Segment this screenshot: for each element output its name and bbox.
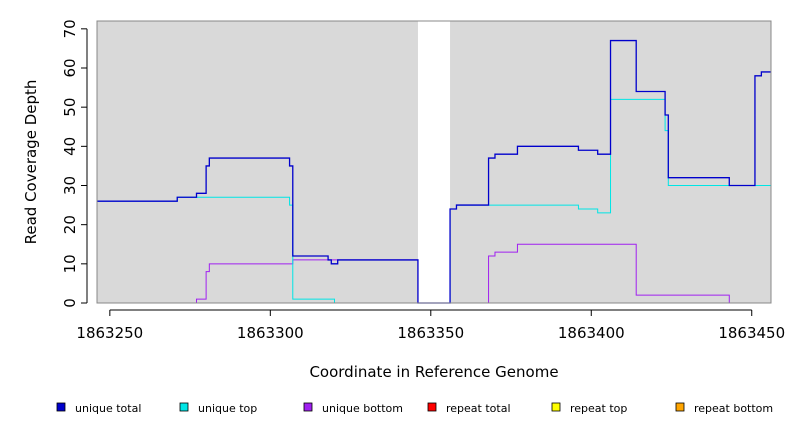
legend-swatch xyxy=(179,402,189,412)
legend-label: unique top xyxy=(198,402,257,415)
legend-label: unique bottom xyxy=(322,402,403,415)
legend-item-unique-top: unique top xyxy=(179,402,257,415)
y-tick-label: 40 xyxy=(61,137,79,156)
plot-frame xyxy=(96,20,772,304)
legend-label: repeat total xyxy=(446,402,511,415)
series-line-unique-total xyxy=(97,39,771,304)
legend-swatch xyxy=(303,402,313,412)
legend-item-unique-bottom: unique bottom xyxy=(303,402,403,415)
gap-regions xyxy=(417,21,451,303)
legend-item-repeat-total: repeat total xyxy=(427,402,511,415)
x-tick-label: 1863350 xyxy=(397,324,464,342)
legend-item-repeat-bottom: repeat bottom xyxy=(675,402,773,415)
legend-label: repeat top xyxy=(570,402,627,415)
gap-region-0 xyxy=(417,21,451,303)
x-tick-label: 1863450 xyxy=(718,324,785,342)
y-axis-title: Read Coverage Depth xyxy=(22,80,40,245)
legend-item-repeat-top: repeat top xyxy=(551,402,627,415)
legend-swatch xyxy=(551,402,561,412)
legend-label: repeat bottom xyxy=(694,402,773,415)
x-tick-label: 1863300 xyxy=(237,324,304,342)
y-tick-label: 30 xyxy=(61,176,79,195)
legend: unique total unique top unique bottom repea… xyxy=(56,402,773,415)
x-axis-title: Coordinate in Reference Genome xyxy=(309,363,558,381)
y-tick-label: 60 xyxy=(61,58,79,77)
y-tick-label: 50 xyxy=(61,98,79,117)
x-tick-label: 1863400 xyxy=(558,324,625,342)
legend-label: unique total xyxy=(75,402,141,415)
y-tick-label: 10 xyxy=(61,254,79,273)
y-tick-label: 0 xyxy=(61,298,79,308)
legend-swatch xyxy=(427,402,437,412)
y-tick-label: 70 xyxy=(61,19,79,38)
legend-swatch xyxy=(675,402,685,412)
legend-swatch xyxy=(56,402,66,412)
axes: 0 10 20 30 40 50 60 70 1863250 1863300 1863350 1863… xyxy=(61,19,785,342)
legend-item-unique-total: unique total xyxy=(56,402,141,415)
x-tick-label: 1863250 xyxy=(76,324,143,342)
y-tick-label: 20 xyxy=(61,215,79,234)
